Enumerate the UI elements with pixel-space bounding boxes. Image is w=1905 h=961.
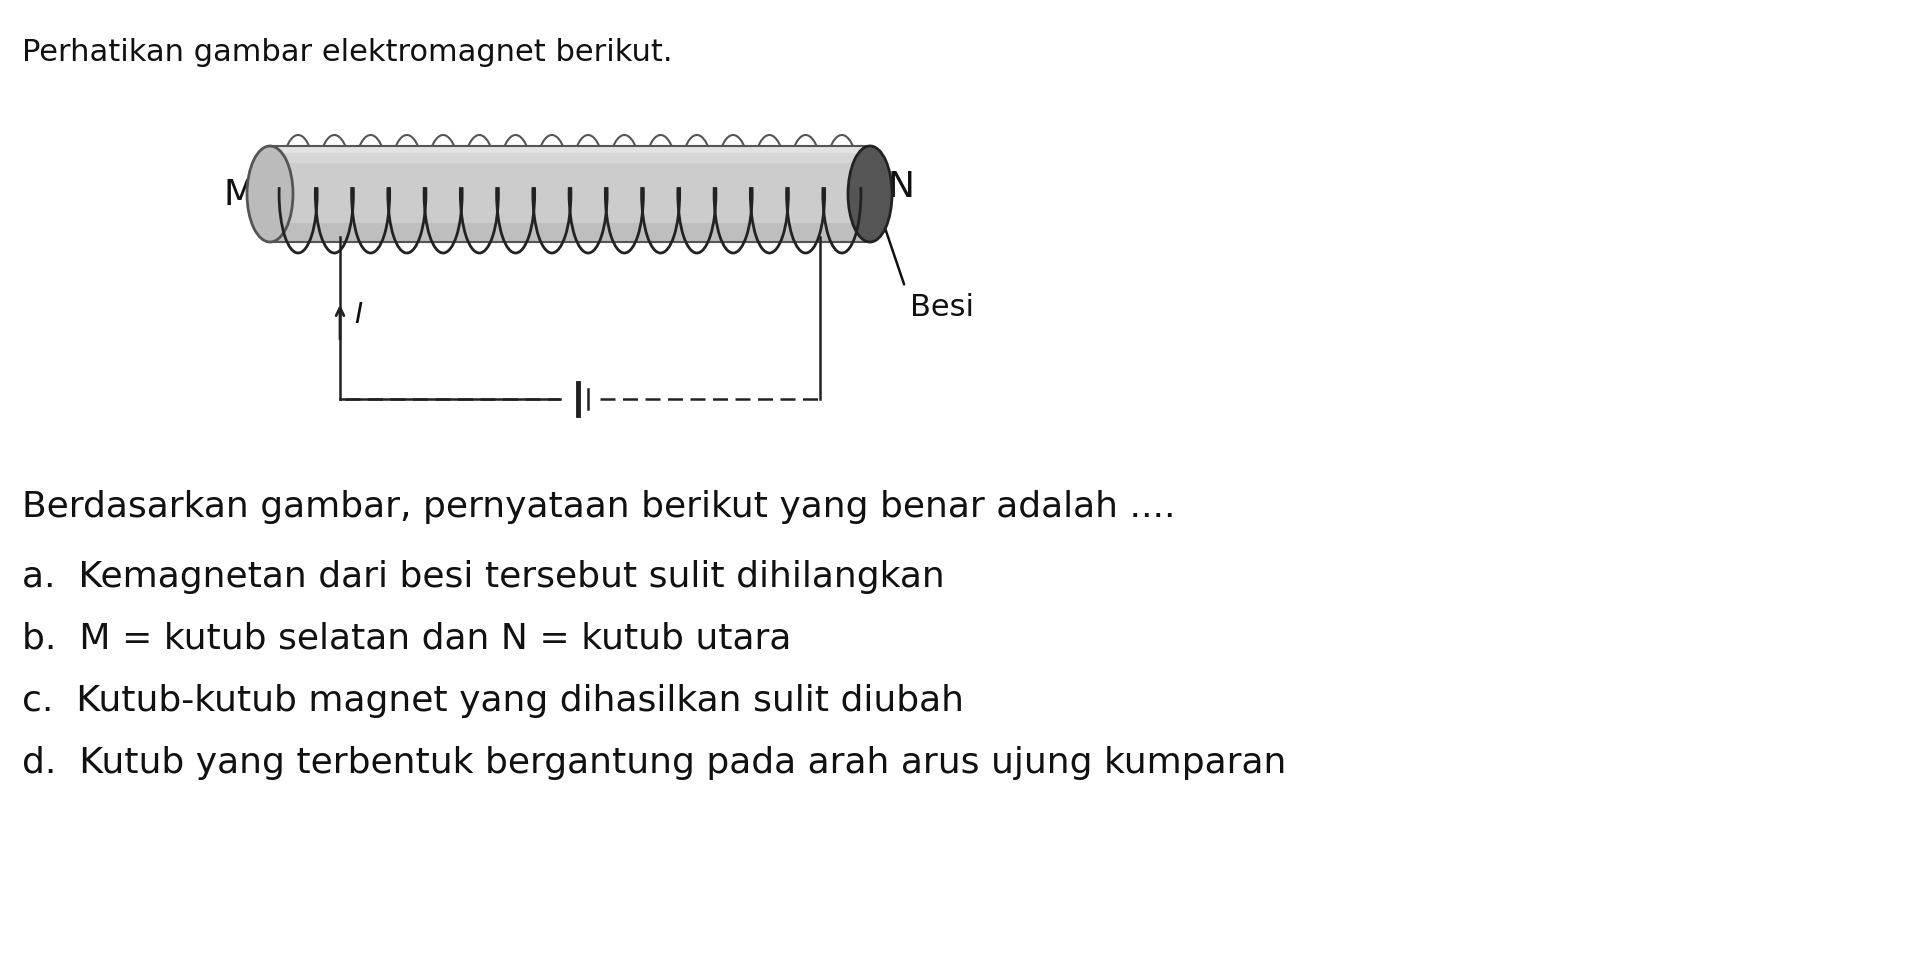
Text: M: M: [223, 178, 255, 211]
Bar: [271, 147, 869, 154]
Text: d.  Kutub yang terbentuk bergantung pada arah arus ujung kumparan: d. Kutub yang terbentuk bergantung pada …: [23, 745, 1286, 779]
Text: Berdasarkan gambar, pernyataan berikut yang benar adalah ....: Berdasarkan gambar, pernyataan berikut y…: [23, 489, 1175, 524]
Bar: [271, 224, 869, 243]
Bar: [271, 147, 869, 243]
Text: b.  M = kutub selatan dan N = kutub utara: b. M = kutub selatan dan N = kutub utara: [23, 622, 791, 655]
Text: Perhatikan gambar elektromagnet berikut.: Perhatikan gambar elektromagnet berikut.: [23, 38, 672, 67]
Ellipse shape: [248, 147, 293, 243]
Ellipse shape: [848, 147, 892, 243]
Bar: [271, 147, 869, 243]
Text: I: I: [354, 301, 362, 329]
Text: c.  Kutub-kutub magnet yang dihasilkan sulit diubah: c. Kutub-kutub magnet yang dihasilkan su…: [23, 683, 964, 717]
Text: N: N: [888, 170, 914, 204]
Bar: [271, 147, 869, 163]
Text: Besi: Besi: [909, 293, 973, 322]
Text: a.  Kemagnetan dari besi tersebut sulit dihilangkan: a. Kemagnetan dari besi tersebut sulit d…: [23, 559, 945, 593]
